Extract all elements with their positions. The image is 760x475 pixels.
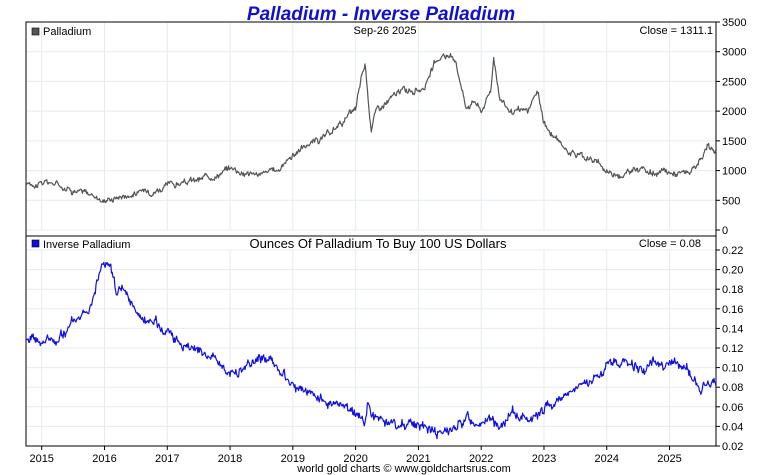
inverse-close-label: Close = 0.08 [639,238,701,250]
y-tick-label: 0.02 [722,441,743,453]
y-tick-label: 0.04 [722,421,743,433]
y-tick-label: 0.14 [722,323,743,335]
x-tick-label: 2017 [155,453,179,465]
x-tick-label: 2021 [406,453,430,465]
y-tick-label: 3500 [722,17,746,29]
top-panel-grid [26,21,716,231]
y-tick-label: 0.06 [722,402,743,414]
inverse-legend-label: Inverse Palladium [43,239,130,251]
x-tick-label: 2015 [29,453,53,465]
y-tick-label: 0.08 [722,382,743,394]
x-tick-label: 2018 [218,453,242,465]
y-tick-label: 1500 [722,136,746,148]
y-tick-label: 0.12 [722,343,743,355]
bottom-panel-frame [25,235,717,447]
top-panel-date: Sep-26 2025 [354,25,417,37]
inverse-palladium-panel: Inverse Palladium Ounces Of Palladium To… [25,235,743,453]
x-tick-label: 2024 [595,453,619,465]
y-tick-label: 2000 [722,106,746,118]
bottom-panel-subtitle: Ounces Of Palladium To Buy 100 US Dollar… [250,236,507,251]
inverse-palladium-line [25,261,717,440]
y-tick-label: 0.20 [722,265,743,277]
y-tick-label: 1000 [722,166,746,178]
footer-credit: world gold charts © www.goldchartsrus.co… [296,463,511,475]
palladium-close-label: Close = 1311.1 [640,25,714,37]
y-tick-label: 3000 [722,47,746,59]
x-tick-label: 2025 [657,453,681,465]
top-y-axis: 0 500 1000 1500 2000 2500 3000 3500 [716,17,746,237]
x-axis: 2015 2016 2017 2018 2019 2020 2021 2022 2023 2024… [29,446,682,465]
bottom-y-axis: 0.02 0.04 0.06 0.08 0.10 0.12 0.14 0.16 0.18 0.20… [716,245,743,453]
x-tick-label: 2022 [469,453,493,465]
x-tick-label: 2016 [92,453,116,465]
y-tick-label: 2500 [722,76,746,88]
inverse-legend-swatch [31,239,40,248]
palladium-legend-swatch [31,27,40,36]
y-tick-label: 0 [722,225,728,237]
x-tick-label: 2020 [343,453,367,465]
x-tick-label: 2019 [281,453,305,465]
palladium-price-line [25,52,717,204]
y-tick-label: 500 [722,195,740,207]
palladium-legend-label: Palladium [43,26,91,38]
y-tick-label: 0.18 [722,284,743,296]
y-tick-label: 0.16 [722,304,743,316]
y-tick-label: 0.10 [722,363,743,375]
y-tick-label: 0.22 [722,245,743,257]
chart-title: Palladium - Inverse Palladium [247,4,515,25]
x-tick-label: 2023 [532,453,556,465]
palladium-panel: Palladium Sep-26 2025 Close = 1311.1 0 50… [25,17,746,237]
